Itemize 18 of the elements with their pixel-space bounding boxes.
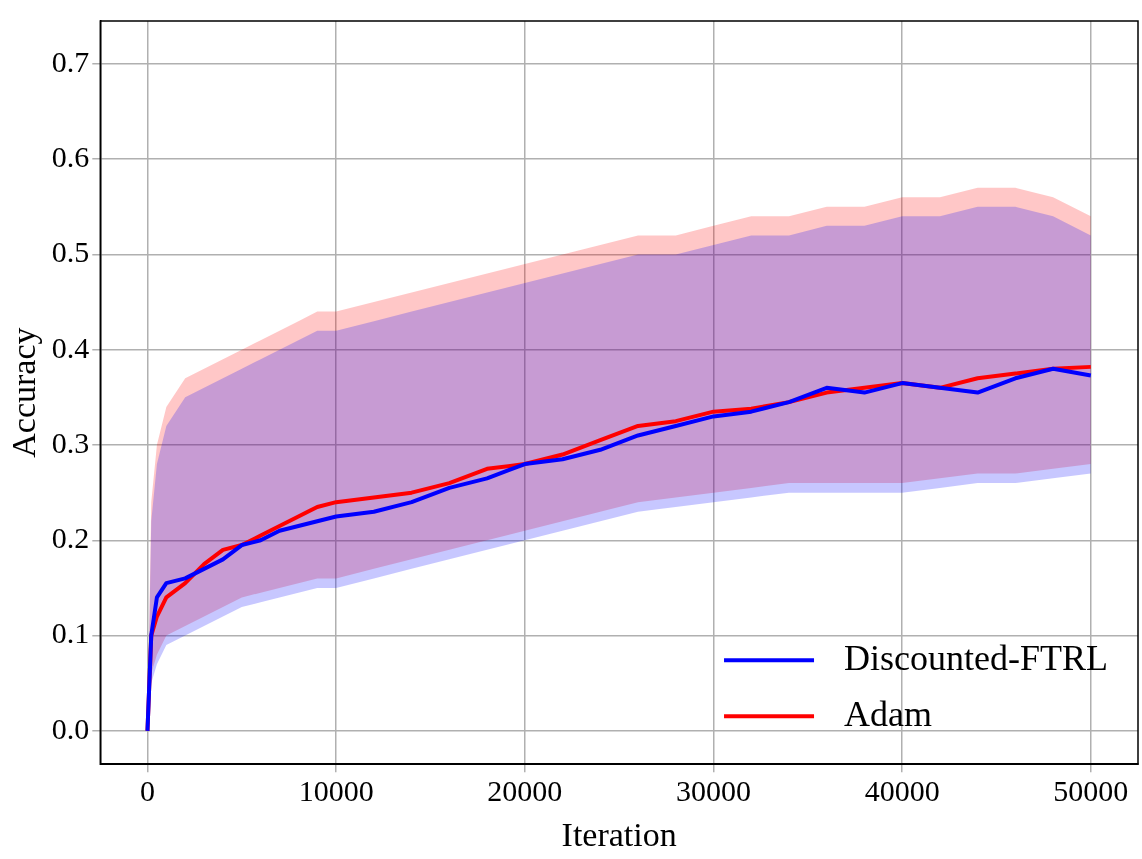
legend-label: Adam	[844, 693, 933, 734]
y-tick-label: 0.2	[51, 521, 90, 555]
x-axis-title: Iteration	[561, 815, 677, 853]
x-tick-label: 50000	[1053, 774, 1129, 808]
y-tick-label: 0.0	[51, 711, 90, 745]
y-tick-label: 0.6	[51, 140, 90, 174]
x-tick-label: 20000	[487, 774, 563, 808]
x-tick-label: 0	[139, 774, 155, 808]
legend-label: Discounted-FTRL	[844, 637, 1109, 678]
y-tick-label: 0.4	[51, 330, 90, 364]
y-axis-title: Accuracy	[5, 327, 43, 458]
y-tick-label: 0.3	[51, 425, 90, 459]
x-tick-label: 40000	[864, 774, 940, 808]
y-tick-label: 0.7	[51, 44, 90, 78]
y-tick-label: 0.1	[51, 616, 90, 650]
x-tick-label: 10000	[298, 774, 374, 808]
x-tick-label: 30000	[675, 774, 751, 808]
y-tick-label: 0.5	[51, 235, 90, 269]
